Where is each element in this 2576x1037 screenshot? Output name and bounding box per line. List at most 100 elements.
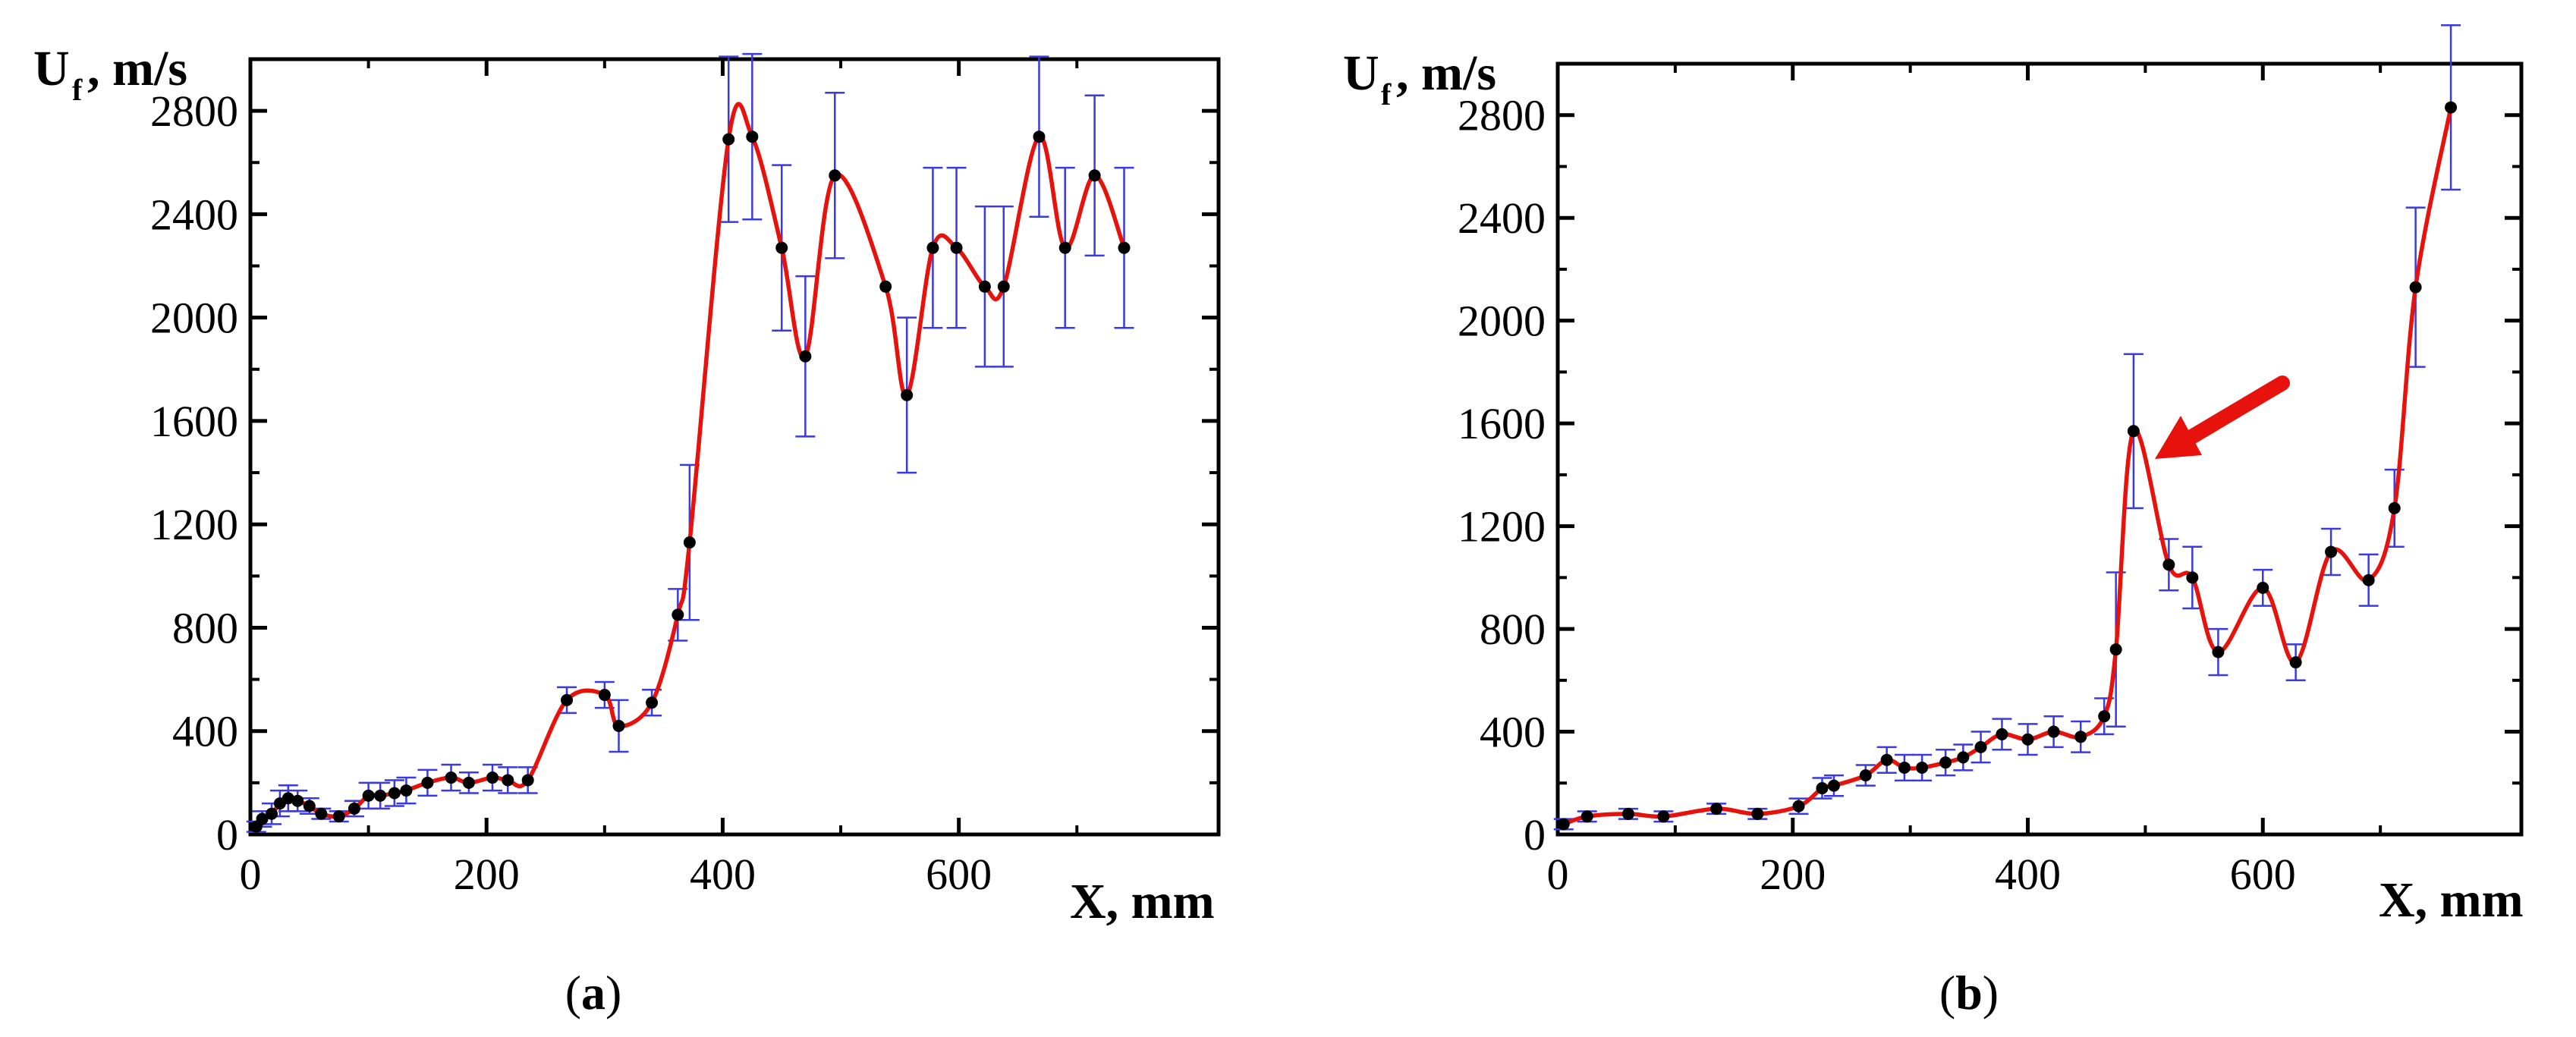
- y-tick-label: 1200: [150, 500, 238, 549]
- data-point: [775, 241, 788, 254]
- data-point: [282, 792, 294, 805]
- data-point: [315, 807, 328, 820]
- y-tick-label: 400: [1480, 708, 1546, 757]
- y-tick-label: 400: [172, 707, 238, 756]
- y-axis-label-rest-a: , m/s: [87, 41, 187, 96]
- data-point: [1916, 761, 1929, 774]
- data-point: [1792, 800, 1805, 812]
- data-point: [683, 536, 696, 549]
- data-point: [1898, 761, 1911, 774]
- x-tick-label: 200: [1760, 850, 1826, 899]
- x-tick-label: 0: [1547, 850, 1569, 899]
- data-point: [2074, 731, 2087, 743]
- x-tick-label: 600: [926, 850, 992, 899]
- data-point: [1557, 818, 1570, 831]
- x-axis-label-a: X, mm: [1070, 874, 1215, 929]
- data-point: [2098, 710, 2111, 723]
- y-tick-label: 2800: [1458, 91, 1546, 140]
- data-point: [1581, 810, 1593, 823]
- data-point: [1058, 241, 1071, 254]
- data-point: [348, 802, 360, 815]
- y-axis-label-a: U: [33, 41, 70, 96]
- data-point: [672, 608, 684, 621]
- data-point: [978, 280, 991, 293]
- data-point: [291, 794, 304, 807]
- data-point: [1859, 769, 1872, 782]
- data-point: [266, 807, 278, 820]
- data-point: [2109, 643, 2122, 656]
- data-point: [2162, 558, 2175, 571]
- data-point: [2186, 571, 2199, 584]
- data-point: [1996, 727, 2008, 740]
- series-curve: [1562, 107, 2453, 827]
- y-axis-label-sub-a: f: [72, 73, 83, 107]
- data-point: [2289, 656, 2302, 669]
- data-point: [879, 280, 892, 293]
- x-tick-label: 0: [240, 850, 262, 899]
- data-point: [1751, 807, 1764, 820]
- y-tick-label: 1600: [150, 397, 238, 446]
- data-point: [2445, 101, 2458, 114]
- y-tick-label: 2400: [150, 190, 238, 239]
- series-b: [1553, 24, 2461, 831]
- x-tick-label: 600: [2230, 850, 2296, 899]
- y-tick-label: 1200: [1458, 502, 1546, 551]
- data-point: [445, 771, 458, 784]
- y-axis-label-b: U: [1343, 46, 1379, 101]
- data-point: [997, 280, 1010, 293]
- data-point: [2257, 581, 2269, 594]
- data-point: [521, 774, 534, 787]
- y-tick-label: 2800: [150, 86, 238, 136]
- data-point: [561, 693, 574, 706]
- data-point: [829, 169, 841, 182]
- data-point: [374, 789, 387, 802]
- y-tick-label: 2000: [150, 294, 238, 343]
- data-point: [462, 776, 475, 789]
- highlight-arrow: [2155, 376, 2290, 459]
- y-tick-label: 800: [172, 603, 238, 652]
- data-point: [950, 241, 963, 254]
- data-point: [486, 771, 499, 784]
- data-point: [722, 133, 735, 146]
- data-point: [2047, 725, 2060, 738]
- data-point: [2212, 646, 2225, 658]
- data-point: [332, 810, 345, 823]
- data-point: [256, 812, 269, 825]
- data-point: [2362, 573, 2375, 586]
- data-point: [1957, 751, 1970, 764]
- data-point: [901, 388, 914, 401]
- y-tick-label: 1600: [1458, 399, 1546, 448]
- data-point: [1710, 803, 1723, 815]
- plot-frame-b: [1555, 61, 2524, 837]
- data-point: [1816, 782, 1829, 795]
- data-point: [746, 130, 759, 143]
- data-point: [598, 689, 611, 702]
- y-tick-label: 0: [216, 810, 238, 859]
- series-a: [246, 52, 1134, 833]
- y-axis-label-rest-b: , m/s: [1396, 46, 1496, 101]
- y-tick-label: 2000: [1458, 297, 1546, 346]
- data-point: [1939, 756, 1952, 769]
- x-axis-label-b: X, mm: [2379, 872, 2524, 928]
- panel-label-a: (a): [565, 966, 622, 1020]
- data-point: [421, 776, 434, 789]
- data-point: [2021, 733, 2034, 746]
- y-tick-label: 2400: [1458, 193, 1546, 243]
- data-point: [303, 800, 316, 812]
- plot-frame-a: [248, 57, 1221, 837]
- data-point: [2409, 281, 2422, 294]
- data-point: [502, 774, 514, 787]
- panel-label-b: (b): [1939, 966, 1999, 1020]
- data-point: [1033, 130, 1046, 143]
- data-point: [1880, 753, 1893, 766]
- data-point: [926, 241, 939, 254]
- y-axis-label-sub-b: f: [1381, 77, 1392, 112]
- y-tick-label: 800: [1480, 605, 1546, 654]
- data-point: [1974, 740, 1987, 753]
- x-tick-label: 400: [690, 850, 756, 899]
- data-point: [2127, 425, 2140, 438]
- ticks-b: 0 400 800 1200 1600 2000 2400 2800 0 200 400 600: [1458, 64, 2521, 899]
